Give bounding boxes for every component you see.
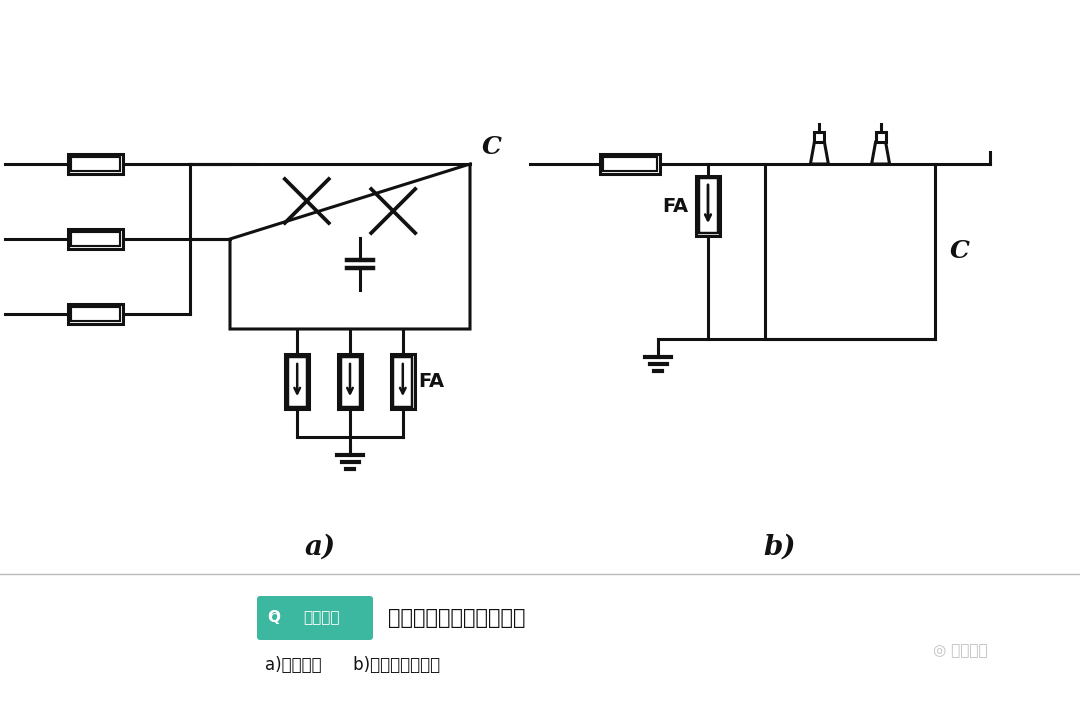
Bar — [70, 157, 120, 171]
Bar — [600, 154, 660, 174]
Text: FA: FA — [662, 196, 688, 216]
Bar — [393, 357, 413, 406]
Bar — [338, 354, 362, 409]
Text: ◎ 电工知库: ◎ 电工知库 — [933, 644, 987, 659]
Bar — [814, 132, 824, 142]
Bar — [67, 154, 122, 174]
Bar — [391, 354, 415, 409]
Bar — [696, 176, 720, 236]
Bar — [285, 354, 309, 409]
Text: FA: FA — [418, 372, 444, 391]
Polygon shape — [872, 142, 890, 164]
Text: a)接线方法      b)避雷器安装方法: a)接线方法 b)避雷器安装方法 — [265, 656, 441, 674]
Bar — [67, 229, 122, 249]
Text: 线路移相电容器保护接线: 线路移相电容器保护接线 — [388, 608, 526, 628]
Text: C: C — [482, 135, 502, 159]
Polygon shape — [230, 164, 470, 329]
FancyBboxPatch shape — [257, 596, 373, 640]
Text: Q: Q — [268, 610, 281, 626]
Bar — [70, 307, 120, 321]
Text: a): a) — [305, 533, 336, 561]
Bar — [340, 357, 360, 406]
Text: C: C — [950, 239, 970, 263]
Text: O: O — [269, 611, 279, 625]
Text: b): b) — [764, 533, 796, 561]
Polygon shape — [810, 142, 828, 164]
Bar — [765, 164, 935, 339]
Bar — [70, 232, 120, 246]
Bar — [699, 178, 717, 234]
Bar — [287, 357, 307, 406]
Bar — [876, 132, 886, 142]
Bar — [603, 157, 657, 171]
Text: 电工知库: 电工知库 — [303, 610, 340, 626]
Bar — [67, 304, 122, 324]
